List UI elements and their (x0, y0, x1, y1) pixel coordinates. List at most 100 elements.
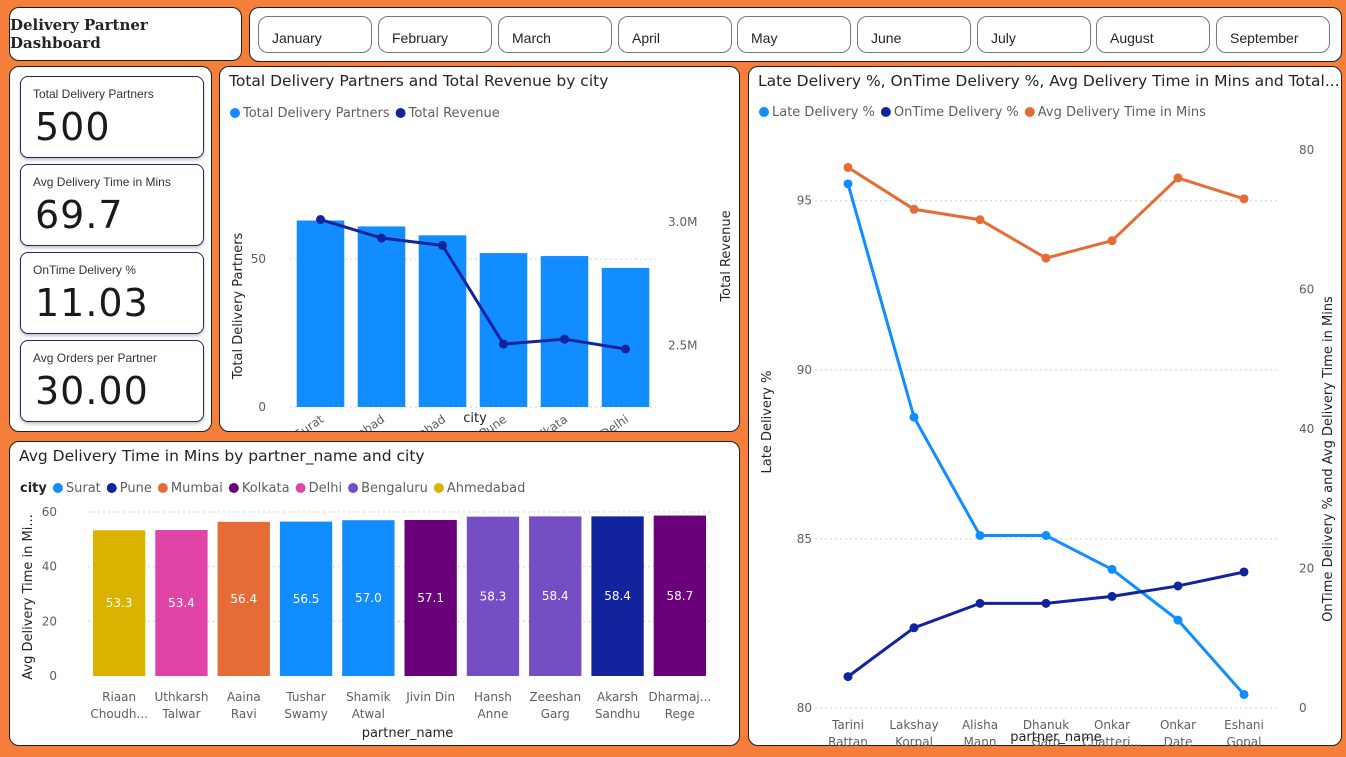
y2-tick-label: 0 (1299, 701, 1307, 715)
y-tick-label: 85 (797, 532, 812, 546)
bar (296, 220, 345, 407)
series-point (1239, 194, 1249, 204)
revenue-point (316, 215, 325, 225)
x-tick-label: Mann (964, 735, 997, 746)
series-point (975, 598, 985, 608)
y-tick-label: 50 (251, 252, 266, 266)
month-button-april[interactable]: April (618, 16, 732, 53)
series-point (909, 204, 919, 214)
series-point (843, 672, 853, 682)
series-point (1239, 567, 1249, 577)
x-tick-label: Garg (541, 707, 570, 721)
legend-marker (880, 107, 891, 117)
series-point (975, 531, 985, 541)
x-tick-label: Gopal (1227, 735, 1262, 746)
y-axis-title: Avg Delivery Time in Mi... (21, 514, 36, 679)
month-button-july[interactable]: July (977, 16, 1091, 53)
kpi-card-ontime-delivery[interactable]: OnTime Delivery % 11.03 (20, 252, 204, 334)
x-tick-label: Atwal (352, 707, 385, 721)
kpi-label: Avg Orders per Partner (33, 351, 157, 365)
series-point (1041, 253, 1051, 263)
x-tick-label: Sandhu (595, 707, 640, 721)
legend-marker (52, 483, 63, 493)
legend-marker (230, 108, 240, 118)
y-tick-label: 90 (797, 363, 812, 377)
x-tick-label: Anne (478, 707, 509, 721)
dashboard-title: Delivery Partner Dashboard (10, 16, 148, 52)
y-axis-title: Late Delivery % (760, 371, 775, 474)
legend-marker (295, 483, 306, 493)
series-point (975, 215, 985, 225)
x-tick-label: Aaina (227, 690, 261, 704)
legend-label: Total Revenue (408, 106, 500, 121)
legend-label: Ahmedabad (447, 481, 525, 496)
series-point (909, 412, 919, 422)
x-tick-label: Rattan (828, 735, 868, 746)
legend-marker (106, 483, 117, 493)
data-label: 58.4 (542, 589, 569, 603)
y2-tick-label: 60 (1299, 283, 1314, 297)
x-tick-label: Onkar (1094, 718, 1130, 732)
revenue-point (438, 240, 447, 250)
title-panel: Delivery Partner Dashboard (9, 7, 242, 61)
x-tick-label: Tushar (285, 690, 325, 704)
revenue-point (560, 334, 569, 344)
chart-canvas: city Surat Pune Mumbai Kolkata Delhi Bengaluru… (20, 481, 711, 741)
series-point (1173, 615, 1183, 625)
y2-axis-title: OnTime Delivery % and Avg Delivery Time … (1321, 296, 1336, 622)
kpi-value: 11.03 (35, 281, 149, 325)
kpi-label: OnTime Delivery % (33, 263, 136, 277)
x-tick-label: Rege (665, 707, 695, 721)
data-label: 53.4 (168, 596, 195, 610)
series-point (1107, 236, 1117, 246)
month-button-june[interactable]: June (857, 16, 971, 53)
x-tick-label: Hyderabad (386, 412, 448, 431)
y2-tick-label: 3.0M (668, 215, 697, 229)
data-label: 58.3 (480, 589, 507, 603)
y-tick-label: 20 (42, 614, 57, 628)
kpi-label: Total Delivery Partners (33, 87, 154, 101)
bar (653, 515, 707, 676)
series-point (1173, 173, 1183, 183)
x-tick-label: Lakshay (889, 718, 938, 732)
series-point (843, 179, 853, 189)
data-label: 57.0 (355, 591, 382, 605)
x-axis-title: city (463, 411, 487, 426)
late-ontime-delivery-chart: Late Delivery %, OnTime Delivery %, Avg … (748, 66, 1342, 746)
legend-marker (433, 483, 444, 493)
kpi-card-avg-orders[interactable]: Avg Orders per Partner 30.00 (20, 340, 204, 422)
bar (466, 516, 520, 676)
series-point (1239, 689, 1249, 699)
legend-marker (348, 483, 359, 493)
bar (601, 267, 650, 407)
x-tick-label: Talwar (161, 707, 200, 721)
x-tick-label: Swamy (284, 707, 328, 721)
x-tick-label: Ravi (231, 707, 257, 721)
kpi-card-avg-delivery-time[interactable]: Avg Delivery Time in Mins 69.7 (20, 164, 204, 246)
legend-label: Pune (120, 481, 152, 496)
x-tick-label: Riaan (102, 690, 136, 704)
month-button-march[interactable]: March (498, 16, 612, 53)
partner-delivery-time-chart: Avg Delivery Time in Mins by partner_nam… (9, 441, 740, 746)
y2-tick-label: 80 (1299, 143, 1314, 157)
revenue-line (320, 218, 626, 351)
month-button-september[interactable]: September (1216, 16, 1330, 53)
month-button-january[interactable]: January (258, 16, 372, 53)
chart-title: Total Delivery Partners and Total Revenu… (229, 72, 609, 90)
data-label: 57.1 (417, 591, 444, 605)
bar (342, 520, 395, 676)
revenue-point (377, 233, 386, 243)
data-label: 53.3 (106, 596, 133, 610)
x-tick-label: Ahmedabad (320, 412, 387, 431)
y-axis-title: Total Delivery Partners (231, 232, 246, 380)
month-button-february[interactable]: February (378, 16, 492, 53)
series-point (1041, 531, 1051, 541)
bar (357, 226, 406, 407)
x-tick-label: Hansh (474, 690, 512, 704)
month-button-may[interactable]: May (737, 16, 851, 53)
bar (92, 530, 146, 676)
bar (279, 521, 333, 676)
month-button-august[interactable]: August (1096, 16, 1210, 53)
legend-marker (1024, 107, 1035, 117)
kpi-card-total-partners[interactable]: Total Delivery Partners 500 (20, 76, 204, 158)
